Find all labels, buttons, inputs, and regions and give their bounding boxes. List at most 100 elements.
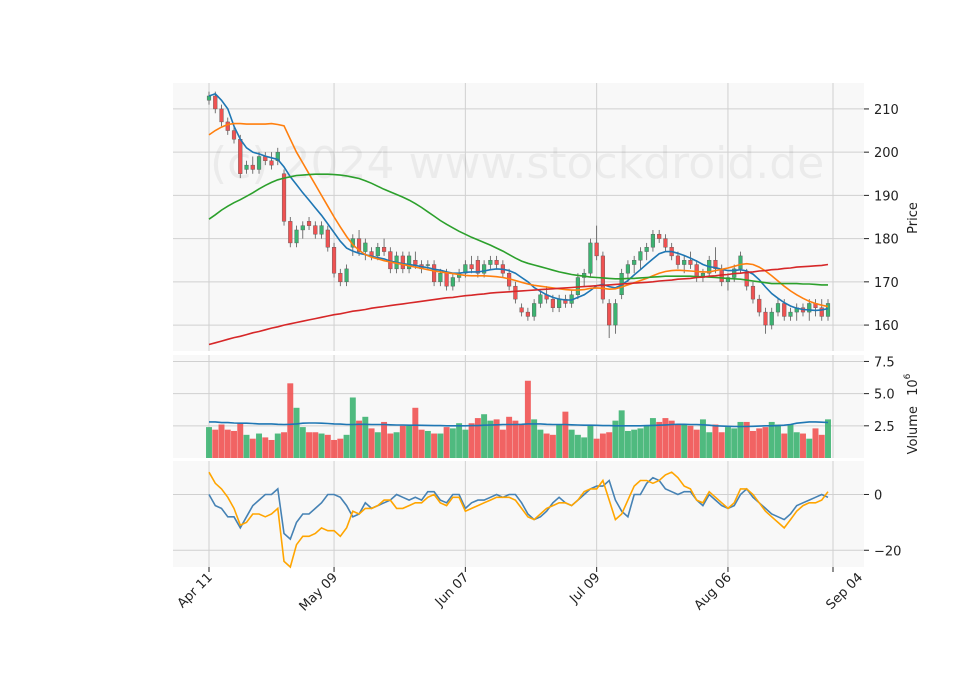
- candle-body: [782, 303, 787, 317]
- candle-body: [725, 277, 731, 283]
- volume-bar: [549, 434, 556, 458]
- volume-bar: [637, 428, 644, 458]
- volume-bar: [356, 420, 363, 458]
- volume-tick-label: 2.5: [874, 420, 895, 435]
- volume-bar: [743, 421, 750, 458]
- volume-average-line: [209, 421, 829, 428]
- candle-body: [469, 264, 474, 270]
- volume-bar: [468, 423, 475, 458]
- volume-bar: [206, 427, 212, 458]
- candle-body: [682, 260, 687, 265]
- volume-bar: [781, 433, 788, 458]
- volume-bar: [249, 438, 256, 458]
- volume-bar: [693, 429, 700, 458]
- ma-line-0: [208, 92, 829, 312]
- volume-bar: [825, 419, 831, 458]
- volume-bar: [218, 424, 225, 458]
- candle-body: [231, 130, 237, 140]
- candle-body: [300, 225, 305, 231]
- candle-body: [494, 260, 499, 265]
- volume-bar: [324, 434, 331, 458]
- candle-body: [375, 247, 380, 257]
- candle-body: [438, 272, 443, 283]
- volume-bar: [374, 432, 381, 458]
- candle-body: [256, 156, 262, 170]
- volume-axis-title: Volume 106: [903, 373, 921, 454]
- candle-body: [275, 151, 280, 162]
- candle-body: [788, 311, 793, 317]
- volume-bar: [599, 433, 606, 458]
- volume-bar: [449, 428, 456, 458]
- x-axis: Apr 11 May 09 Jun 07 Jul 09 Aug 06 Sep 04: [175, 567, 866, 614]
- candle-body: [532, 303, 537, 317]
- candle-body: [538, 294, 543, 304]
- volume-bar: [499, 429, 506, 458]
- oscillator-line-1: [208, 471, 829, 569]
- volume-bar: [662, 418, 669, 458]
- volume-bar: [656, 421, 663, 458]
- candle-body: [625, 264, 630, 274]
- volume-bar: [762, 427, 769, 458]
- volume-bar: [812, 428, 819, 458]
- volume-bar: [699, 419, 706, 458]
- volume-bar: [806, 438, 813, 458]
- volume-bar: [818, 434, 825, 458]
- candle-body: [819, 307, 824, 317]
- x-tick-label: Sep 04: [824, 570, 867, 613]
- volume-bar: [256, 433, 262, 458]
- volume-bar: [793, 432, 800, 458]
- candle-body: [632, 260, 637, 265]
- volume-bar: [624, 430, 631, 458]
- volume-bar: [674, 424, 681, 458]
- volume-bar: [649, 418, 656, 458]
- candle-body: [238, 138, 243, 174]
- volume-bar: [287, 383, 294, 458]
- volume-bar: [368, 428, 375, 458]
- volume-bar: [768, 421, 775, 458]
- candle-body: [750, 285, 756, 300]
- oscillator-line-0: [208, 476, 829, 541]
- volume-bar: [749, 430, 756, 458]
- volume-bar: [574, 434, 581, 458]
- candle-body: [413, 260, 418, 265]
- price-tick-label: 210: [874, 103, 899, 118]
- volume-bar: [387, 433, 394, 458]
- volume-bar: [537, 429, 544, 458]
- volume-bar: [493, 419, 500, 458]
- candle-body: [356, 238, 362, 252]
- candle-body: [463, 264, 468, 274]
- volume-bar: [318, 433, 325, 458]
- candle-body: [588, 242, 593, 274]
- x-tick-label: Aug 06: [692, 570, 735, 613]
- candle-body: [475, 260, 480, 274]
- volume-bar: [424, 430, 431, 458]
- volume-bar: [281, 432, 288, 458]
- volume-bar: [393, 432, 400, 458]
- volume-tick-label: 7.5: [874, 355, 895, 370]
- price-tick-label: 160: [874, 319, 899, 334]
- ma-line-3: [208, 263, 829, 346]
- volume-bar: [731, 428, 738, 458]
- candle-body: [319, 225, 324, 235]
- volume-bar: [406, 425, 413, 458]
- volume-bar: [474, 418, 481, 458]
- volume-bar: [224, 429, 231, 458]
- volume-bar: [312, 432, 319, 458]
- volume-bar: [775, 424, 781, 458]
- candle-body: [763, 311, 768, 326]
- oscillator-lines: [208, 471, 829, 569]
- volume-bar: [274, 433, 281, 458]
- volume-axis: 2.5 5.0 7.5: [864, 355, 895, 435]
- volume-bar: [481, 414, 488, 458]
- price-tick-label: 200: [874, 146, 899, 161]
- candle-body: [269, 160, 274, 166]
- candle-body: [325, 229, 330, 248]
- candle-body: [444, 272, 449, 287]
- volume-bar: [506, 416, 513, 458]
- volume-bar: [568, 429, 575, 458]
- volume-bar: [231, 430, 237, 458]
- oscillator-tick-label: −20: [874, 544, 901, 559]
- volume-bar: [443, 427, 450, 458]
- x-tick-label: May 09: [297, 570, 341, 614]
- price-axis-title: Price: [906, 202, 921, 234]
